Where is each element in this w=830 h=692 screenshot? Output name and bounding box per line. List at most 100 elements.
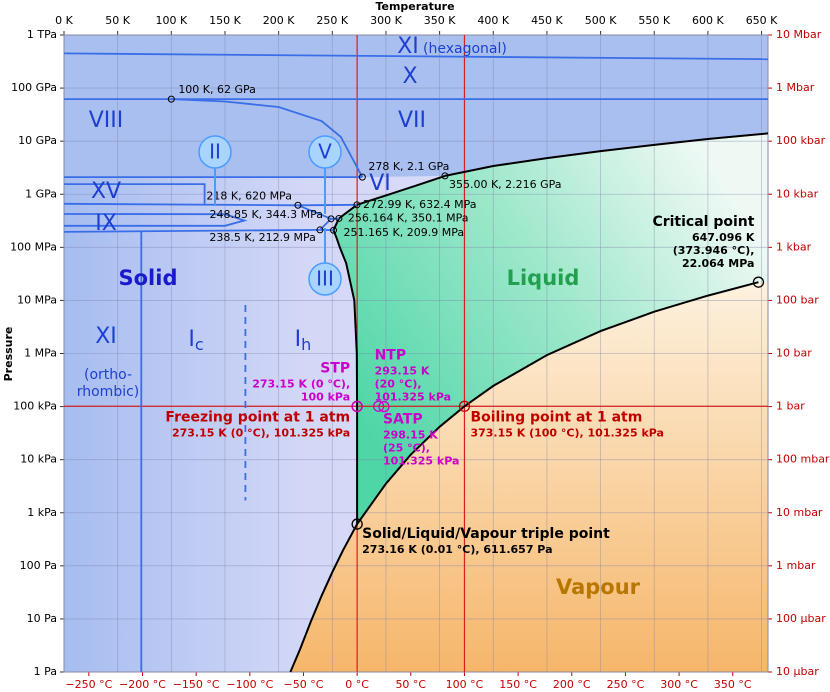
x-tick-label: 250 K (316, 14, 348, 27)
point-detail: 293.15 K (375, 364, 430, 377)
phase-label: III (316, 267, 334, 291)
region-fill (333, 133, 768, 525)
x2-tick-label: 250 °C (607, 678, 645, 691)
x2-tick-label: 100 °C (446, 678, 484, 691)
phase-label: I (188, 327, 195, 352)
point-detail: (20 °C), (375, 377, 422, 390)
point-title: Solid/Liquid/Vapour triple point (362, 526, 610, 542)
phase-subscript: h (301, 335, 311, 354)
x2-tick-label: 150 °C (499, 678, 537, 691)
point-title: Boiling point at 1 atm (470, 409, 642, 425)
plot: 1 TPa 100 GPa 10 GPa 1 GPa 100 MPa 10 MPa 1 MP… (10, 14, 830, 691)
point-title: STP (320, 361, 350, 377)
phase-boundary (63, 213, 248, 227)
data-point (351, 400, 363, 413)
point-detail: 373.15 K (100 °C), 101.325 kPa (470, 426, 663, 439)
phase-labels: XI (hexagonal) X VIII VII VI XV IX II V … (77, 34, 641, 599)
data-point (327, 215, 335, 223)
point-label: 251.165 K, 209.9 MPa (344, 226, 465, 239)
point-detail: (25 °C), (383, 442, 430, 455)
point-label: 100 K, 62 GPa (178, 83, 256, 96)
data-point (353, 201, 361, 209)
region-label: Liquid (507, 266, 580, 290)
plot-frame (63, 34, 769, 673)
x2-tick-label: −150 °C (173, 678, 220, 691)
x2-tick-label: −100 °C (226, 678, 273, 691)
y2-tick-label: 100 kbar (776, 134, 826, 147)
data-point (372, 400, 385, 412)
point-detail: 22.064 MPa (682, 257, 754, 270)
phase-label: VI (369, 171, 391, 196)
point-detail: 101.325 kPa (375, 390, 451, 403)
data-point (358, 173, 366, 181)
point-label: 355.00 K, 2.216 GPa (449, 178, 562, 191)
phase-label: I (295, 327, 302, 352)
data-point (441, 172, 449, 180)
data-point (316, 226, 324, 234)
x-axis-title: Temperature (375, 0, 454, 13)
point-detail: 273.15 K (0 °C), (252, 378, 350, 391)
data-point (378, 400, 390, 413)
phase-boundary (297, 203, 358, 207)
phase-boundary (63, 202, 299, 207)
y-tick-label: 1 MPa (24, 347, 57, 360)
x2-tick-label: −50 °C (284, 678, 324, 691)
x-tick-label: 300 K (370, 14, 402, 27)
phase-boundary (356, 281, 759, 525)
phase-label: (hexagonal) (423, 41, 507, 57)
data-point (330, 226, 338, 234)
callout-bubble (308, 262, 342, 296)
point-title: SATP (383, 412, 423, 428)
point-title: NTP (375, 347, 407, 363)
phase-boundary (171, 98, 364, 178)
x-tick-label: 200 K (263, 14, 295, 27)
y2-tick-label: 10 µbar (776, 665, 819, 678)
x-tick-label: 50 K (105, 14, 130, 27)
phase-boundary (63, 229, 321, 233)
phase-label: VII (398, 108, 426, 133)
phase-boundary (332, 229, 359, 525)
point-title: Critical point (652, 214, 754, 230)
y2-tick-label: 10 mbar (776, 506, 823, 519)
region-label: Vapour (556, 575, 641, 599)
x-tick-label: 600 K (692, 14, 724, 27)
y-tick-label: 10 MPa (17, 293, 57, 306)
phase-boundary (356, 174, 446, 206)
y2-tick-label: 100 mbar (776, 453, 830, 466)
phase-label: Ic (188, 327, 203, 354)
y2-tick-label: 100 bar (776, 293, 819, 306)
point-title: Freezing point at 1 atm (165, 409, 350, 425)
y-axis-title: Pressure (2, 327, 15, 382)
point-label: 218 K, 620 MPa (206, 189, 292, 202)
y-tick-label: 10 Pa (27, 612, 57, 625)
phase-label: XI (397, 34, 419, 59)
y-tick-label: 100 kPa (13, 400, 57, 413)
y2-tick-label: 10 Mbar (776, 28, 822, 41)
point-detail: (373.946 °C), (673, 244, 755, 257)
phase-label: rhombic) (77, 384, 140, 400)
y-tick-label: 1 TPa (27, 28, 57, 41)
phase-subscript: c (195, 335, 204, 354)
point-detail: 298.15 K (383, 429, 438, 442)
x-tick-label: 550 K (638, 14, 670, 27)
x2-tick-label: −250 °C (65, 678, 112, 691)
region-fill (64, 35, 768, 178)
callout-bubble (308, 135, 342, 169)
region-label: Solid (119, 266, 178, 290)
phase-label: (ortho- (84, 367, 132, 383)
data-point (335, 214, 343, 222)
x2-tick-label: 0 °C (345, 678, 369, 691)
y2-tick-label: 10 bar (776, 347, 812, 360)
data-point (351, 518, 363, 530)
point-label: 238.5 K, 212.9 MPa (209, 231, 316, 244)
point-detail: 273.15 K (0 °C), 101.325 kPa (172, 426, 350, 439)
phase-label: Ih (295, 327, 312, 354)
x2-tick-label: 50 °C (395, 678, 426, 691)
region-fill (290, 282, 768, 672)
y2-tick-label: 1 kbar (776, 240, 812, 253)
phase-boundary (444, 132, 769, 177)
phase-boundary (64, 183, 206, 204)
phase-boundary (289, 523, 358, 673)
